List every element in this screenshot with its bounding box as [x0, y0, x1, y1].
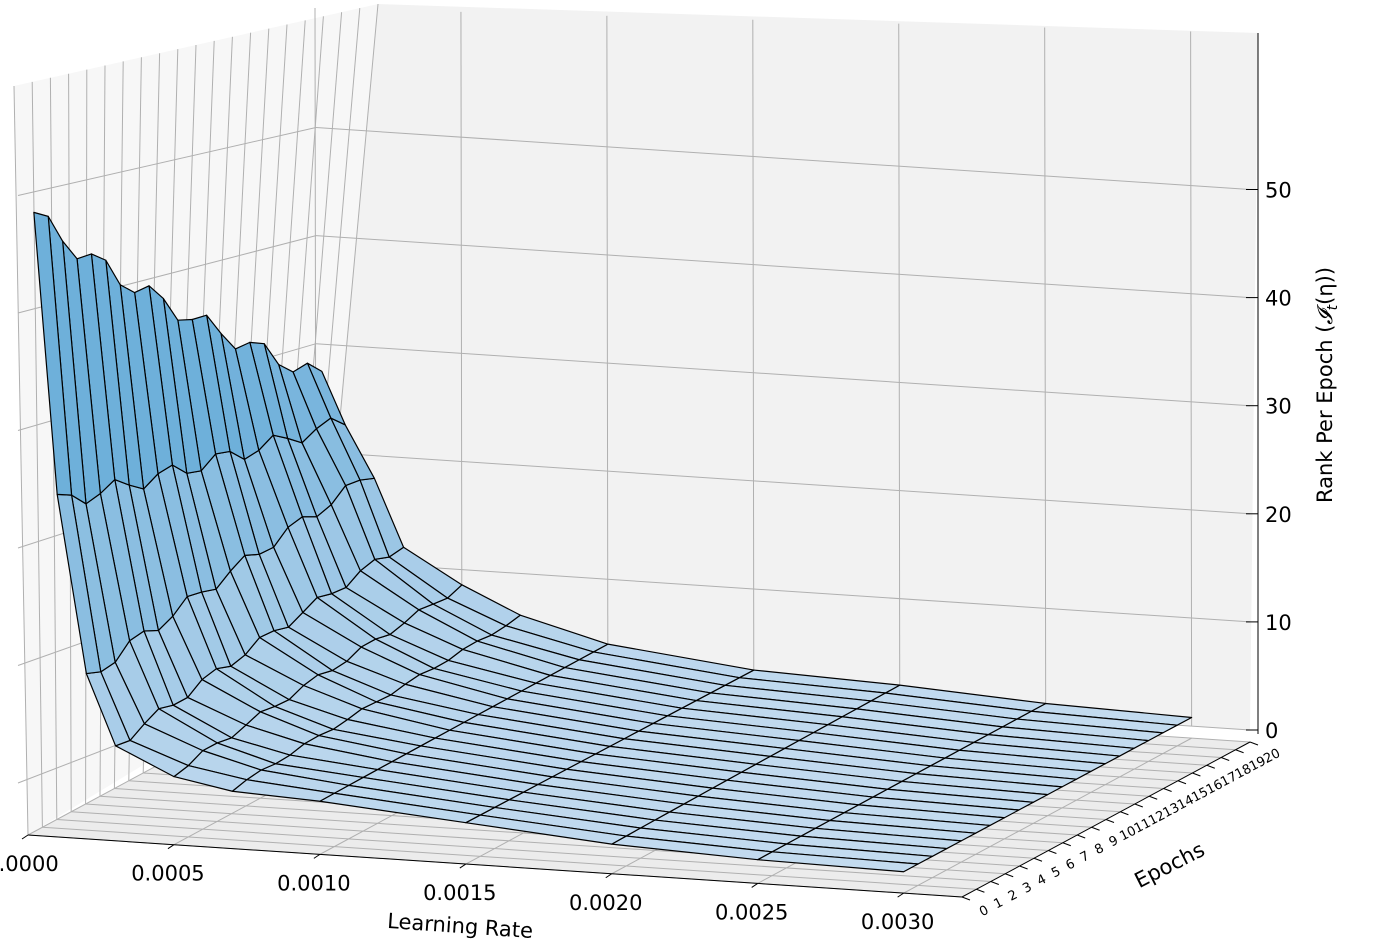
- z-axis-ticks: 0 10 20 30 40 50: [1246, 179, 1292, 743]
- rank-surface: [33, 211, 1193, 873]
- y-tick-17: [1206, 764, 1215, 769]
- z-grid-back-10: [315, 559, 1251, 623]
- x-axis-ticks: 0.0000 0.0005 0.0010 0.0015 0.0020 0.0025 0.00…: [0, 834, 934, 934]
- y-tick-2: [990, 881, 999, 885]
- z-label-prefix: Rank Per Epoch (: [1313, 325, 1337, 503]
- y-grid-floor-1: [42, 826, 977, 890]
- y-tick-19: [1235, 749, 1244, 754]
- z-label-suffix: (η)): [1313, 267, 1337, 305]
- z-grid-back-30: [315, 343, 1251, 407]
- y-tick-13: [1149, 795, 1158, 800]
- x-tick-label-0.0020: 0.0020: [569, 891, 642, 915]
- y-tick-label-5: 5: [1049, 864, 1063, 881]
- y-tick-11: [1120, 811, 1129, 816]
- z-tick-label-50: 50: [1265, 179, 1292, 203]
- y-tick-0: [961, 896, 971, 901]
- x-tick-0.0010: [313, 853, 321, 859]
- y-tick-label-15: 15: [1189, 785, 1211, 806]
- y-tick-label-0: 0: [977, 903, 991, 920]
- x-tick-label-0.0025: 0.0025: [715, 900, 788, 924]
- y-tick-label-14: 14: [1175, 793, 1197, 814]
- z-grid-back-40: [315, 235, 1251, 299]
- y-grid-left-0: [13, 85, 29, 836]
- y-grid-left-1: [31, 81, 43, 828]
- y-tick-6: [1048, 850, 1057, 854]
- x-grid-back-0.0010: [606, 15, 609, 688]
- y-tick-15: [1177, 780, 1187, 785]
- x-axis-line: [27, 834, 963, 898]
- y-tick-label-20: 20: [1261, 746, 1283, 767]
- y-tick-10: [1105, 819, 1115, 823]
- y-tick-label-7: 7: [1078, 849, 1092, 866]
- x-grid-back-0.0020: [898, 23, 901, 707]
- x-axis-label: Learning Rate: [386, 909, 533, 943]
- z-tick-label-20: 20: [1265, 503, 1292, 527]
- y-tick-7: [1062, 842, 1071, 847]
- x-tick-label-0.0015: 0.0015: [423, 881, 496, 905]
- z-grid-back-20: [315, 451, 1251, 515]
- z-tick-label-40: 40: [1265, 287, 1292, 311]
- y-tick-12: [1134, 803, 1143, 808]
- z-tick-label-30: 30: [1265, 395, 1292, 419]
- y-tick-label-18: 18: [1233, 762, 1255, 783]
- x-tick-0.0020: [605, 873, 613, 879]
- x-tick-label-0.0000: 0.0000: [0, 852, 59, 876]
- y-tick-4: [1019, 865, 1028, 870]
- y-tick-3: [1005, 873, 1014, 878]
- x-tick-0.0000: [21, 834, 29, 840]
- x-grid-back-0.0015: [752, 19, 755, 698]
- x-tick-label-0.0030: 0.0030: [861, 910, 934, 934]
- y-tick-label-1: 1: [992, 895, 1006, 912]
- y-tick-20: [1249, 741, 1259, 746]
- y-tick-label-17: 17: [1218, 769, 1240, 790]
- z-label-subscript: t: [1325, 304, 1341, 310]
- x-tick-label-0.0005: 0.0005: [131, 862, 204, 886]
- z-axis-label: Rank Per Epoch (𝓘t(η)): [1313, 267, 1341, 503]
- x-tick-label-0.0010: 0.0010: [277, 871, 350, 895]
- x-tick-0.0015: [459, 863, 467, 869]
- z-grid-back-50: [315, 127, 1251, 190]
- z-tick-label-10: 10: [1265, 611, 1292, 635]
- z-grid-left-50: [17, 127, 317, 196]
- y-tick-label-4: 4: [1035, 872, 1049, 889]
- y-tick-5: [1033, 857, 1043, 862]
- x-tick-0.0030: [897, 892, 904, 898]
- x-tick-0.0005: [167, 844, 175, 850]
- y-tick-16: [1192, 772, 1201, 777]
- x-tick-0.0025: [751, 883, 758, 888]
- y-tick-label-13: 13: [1161, 800, 1183, 821]
- y-tick-18: [1221, 757, 1230, 761]
- y-tick-label-12: 12: [1146, 808, 1168, 829]
- y-tick-1: [976, 888, 985, 893]
- back-pane: [316, 4, 1258, 730]
- y-tick-label-16: 16: [1204, 777, 1226, 798]
- y-tick-label-8: 8: [1092, 841, 1106, 858]
- y-tick-9: [1091, 826, 1100, 831]
- y-tick-label-11: 11: [1132, 816, 1154, 837]
- surface-cell-lr0-ep0: [33, 211, 73, 496]
- y-tick-label-2: 2: [1006, 887, 1020, 904]
- x-grid-back-0.0030: [1190, 31, 1193, 727]
- y-tick-label-10: 10: [1117, 824, 1139, 845]
- y-tick-label-3: 3: [1020, 880, 1034, 897]
- y-tick-label-6: 6: [1064, 856, 1078, 873]
- y-tick-label-19: 19: [1247, 754, 1269, 775]
- y-axis-label: Epochs: [1131, 837, 1209, 893]
- x-grid-back-0.0025: [1044, 27, 1047, 717]
- z-tick-label-0: 0: [1265, 719, 1278, 743]
- y-tick-14: [1163, 788, 1172, 792]
- x-grid-back-0.0005: [460, 11, 463, 678]
- y-tick-8: [1077, 834, 1086, 839]
- y-grid-floor-2: [56, 819, 991, 882]
